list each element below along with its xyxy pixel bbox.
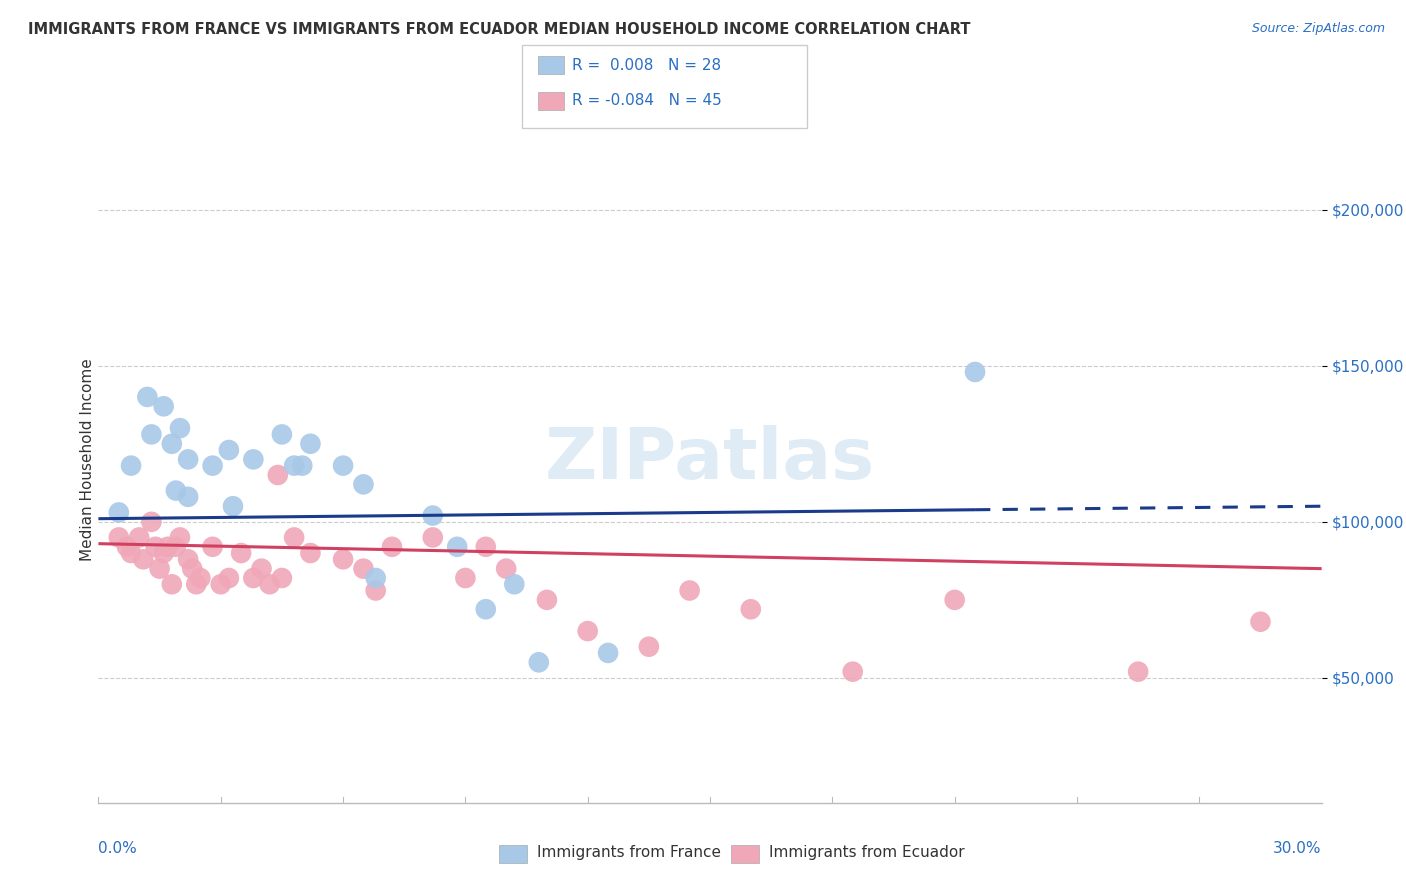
Point <box>364 583 387 598</box>
Point <box>188 571 212 585</box>
Point <box>576 624 599 639</box>
Text: Immigrants from France: Immigrants from France <box>537 846 721 860</box>
Point <box>231 546 253 560</box>
Point <box>299 546 322 560</box>
Point <box>598 646 620 660</box>
Point <box>152 546 174 560</box>
Point <box>259 577 281 591</box>
Text: 0.0%: 0.0% <box>98 840 138 855</box>
Text: R =  0.008   N = 28: R = 0.008 N = 28 <box>572 58 721 72</box>
Point <box>270 427 294 442</box>
Point <box>527 655 550 669</box>
Point <box>115 540 138 554</box>
Point <box>160 436 183 450</box>
Point <box>841 665 863 679</box>
Point <box>165 483 187 498</box>
Point <box>250 562 273 576</box>
Point <box>536 592 558 607</box>
Point <box>120 546 142 560</box>
Text: R = -0.084   N = 45: R = -0.084 N = 45 <box>572 94 723 108</box>
Point <box>169 530 191 544</box>
Point <box>177 490 200 504</box>
Point <box>740 602 762 616</box>
Point <box>1249 615 1271 629</box>
Point <box>454 571 477 585</box>
Point <box>177 552 200 566</box>
Point <box>474 602 498 616</box>
Point <box>222 500 245 514</box>
Point <box>218 571 240 585</box>
Point <box>141 427 163 442</box>
Point <box>218 443 240 457</box>
Point <box>267 467 290 482</box>
Point <box>145 540 167 554</box>
Point <box>132 552 155 566</box>
Point <box>201 458 224 473</box>
Point <box>128 530 150 544</box>
Point <box>332 552 354 566</box>
Point <box>352 477 374 491</box>
Point <box>156 540 179 554</box>
Point <box>152 400 174 414</box>
Point <box>637 640 661 654</box>
Point <box>352 562 374 576</box>
Point <box>474 540 498 554</box>
Point <box>270 571 294 585</box>
Text: 30.0%: 30.0% <box>1274 840 1322 855</box>
Point <box>242 571 264 585</box>
Point <box>1128 665 1150 679</box>
Point <box>965 365 987 379</box>
Point <box>422 530 444 544</box>
Point <box>503 577 526 591</box>
Point <box>108 505 131 519</box>
Point <box>943 592 966 607</box>
Point <box>422 508 444 523</box>
Point <box>283 458 305 473</box>
Point <box>679 583 702 598</box>
Point <box>160 577 183 591</box>
Text: Immigrants from Ecuador: Immigrants from Ecuador <box>769 846 965 860</box>
Point <box>181 562 204 576</box>
Text: Source: ZipAtlas.com: Source: ZipAtlas.com <box>1251 22 1385 36</box>
Y-axis label: Median Household Income: Median Household Income <box>80 358 94 561</box>
Point <box>136 390 159 404</box>
Point <box>201 540 224 554</box>
Point <box>165 540 187 554</box>
Point <box>299 436 322 450</box>
Point <box>381 540 404 554</box>
Text: IMMIGRANTS FROM FRANCE VS IMMIGRANTS FROM ECUADOR MEDIAN HOUSEHOLD INCOME CORREL: IMMIGRANTS FROM FRANCE VS IMMIGRANTS FRO… <box>28 22 970 37</box>
Point <box>283 530 305 544</box>
Text: ZIPatlas: ZIPatlas <box>546 425 875 494</box>
Point <box>446 540 468 554</box>
Point <box>364 571 387 585</box>
Point <box>149 562 172 576</box>
Point <box>332 458 354 473</box>
Point <box>108 530 131 544</box>
Point <box>186 577 208 591</box>
Point <box>177 452 200 467</box>
Point <box>242 452 264 467</box>
Point <box>120 458 142 473</box>
Point <box>291 458 314 473</box>
Point <box>169 421 191 435</box>
Point <box>495 562 517 576</box>
Point <box>141 515 163 529</box>
Point <box>209 577 232 591</box>
